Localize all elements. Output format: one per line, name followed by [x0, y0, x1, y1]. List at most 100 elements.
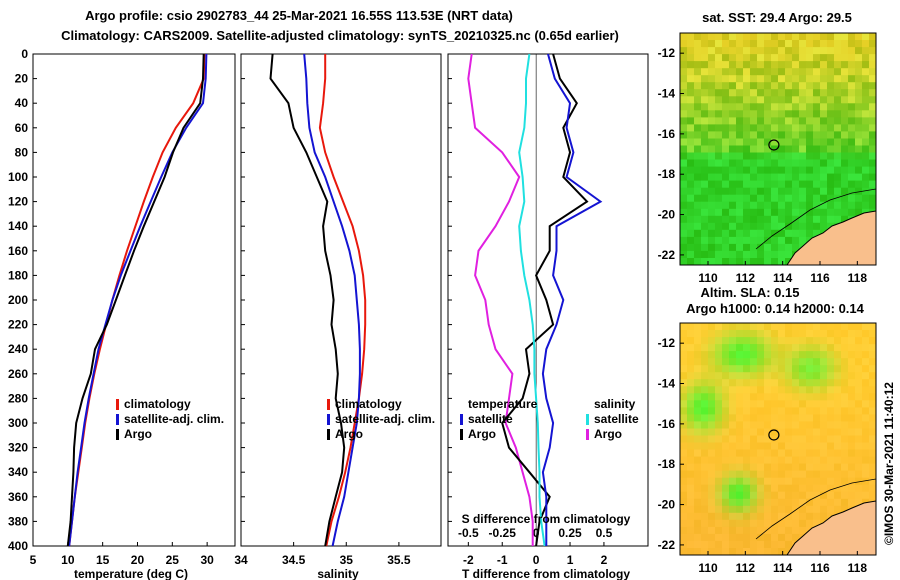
map-cell [701, 548, 709, 555]
lat-tick-label: -20 [658, 208, 676, 222]
map-cell [820, 82, 828, 90]
map-cell [799, 54, 807, 62]
map-cell [680, 236, 688, 245]
map-cell [715, 131, 723, 139]
map-cell [799, 40, 807, 48]
legend-climatology-label: climatology [124, 397, 191, 411]
map-cell [834, 393, 842, 401]
map-cell [722, 215, 730, 224]
map-cell [757, 435, 765, 443]
map-cell [841, 173, 849, 182]
map-cell [729, 372, 737, 380]
map-cell [869, 330, 876, 338]
map-cell [687, 442, 695, 450]
map-cell [792, 463, 800, 472]
map-cell [862, 54, 870, 62]
map-cell [848, 75, 856, 83]
map-cell [680, 379, 688, 387]
map-cell [778, 337, 786, 345]
map-cell [855, 68, 863, 76]
map-cell [736, 463, 744, 472]
map-cell [687, 421, 695, 429]
map-cell [862, 138, 870, 146]
map-cell [750, 386, 758, 394]
map-cell [750, 435, 758, 443]
map-cell [701, 166, 709, 175]
map-cell [757, 110, 765, 118]
map-cell [792, 82, 800, 90]
temperature-panel: 0204060801001201401601802002202402602803… [8, 47, 452, 580]
map-cell [799, 180, 807, 189]
map-cell [792, 222, 800, 231]
map-cell [708, 243, 716, 252]
map-cell [848, 491, 856, 500]
map-cell [785, 40, 793, 48]
map-cell [729, 82, 737, 90]
map-cell [701, 393, 709, 401]
map-cell [708, 442, 716, 450]
map-cell [771, 96, 779, 104]
map-cell [785, 477, 793, 486]
map-cell [722, 138, 730, 146]
map-cell [708, 194, 716, 203]
map-cell [813, 498, 821, 507]
map-cell [757, 548, 765, 555]
map-cell [771, 215, 779, 224]
s-difference-xlabel: S difference from climatology [462, 512, 631, 526]
map-cell [848, 138, 856, 146]
map-cell [785, 386, 793, 394]
map-cell [736, 428, 744, 436]
map-cell [813, 229, 821, 238]
map-cell [722, 145, 730, 153]
map-cell [785, 75, 793, 83]
map-cell [750, 407, 758, 415]
map-cell [736, 40, 744, 48]
map-cell [778, 505, 786, 514]
map-cell [680, 442, 688, 450]
map-cell [792, 54, 800, 62]
map-cell [701, 540, 709, 549]
map-cell [827, 386, 835, 394]
map-cell [771, 491, 779, 500]
map-cell [722, 166, 730, 175]
map-cell [778, 372, 786, 380]
x-tick-label: 1 [567, 553, 574, 567]
map-cell [757, 138, 765, 146]
map-cell [848, 435, 856, 443]
map-cell [862, 323, 870, 331]
map-cell [757, 393, 765, 401]
map-cell [708, 470, 716, 479]
map-cell [687, 526, 695, 535]
map-cell [757, 491, 765, 500]
map-cell [855, 344, 863, 352]
map-cell [694, 379, 702, 387]
map-cell [687, 435, 695, 443]
map-cell [862, 131, 870, 139]
map-cell [834, 456, 842, 465]
map-cell [764, 407, 772, 415]
map-cell [792, 519, 800, 528]
map-cell [687, 166, 695, 175]
map-cell [701, 110, 709, 118]
map-cell [764, 484, 772, 493]
map-cell [813, 138, 821, 146]
map-cell [785, 470, 793, 479]
depth-tick-label: 380 [8, 514, 28, 528]
map-cell [743, 159, 751, 167]
map-cell [701, 519, 709, 528]
map-cell [848, 103, 856, 111]
map-cell [834, 110, 842, 118]
map-cell [764, 75, 772, 83]
map-cell [771, 89, 779, 97]
map-cell [771, 428, 779, 436]
map-cell [862, 407, 870, 415]
map-cell [820, 484, 828, 493]
map-cell [855, 400, 863, 408]
map-cell [750, 393, 758, 401]
map-cell [855, 330, 863, 338]
map-cell [729, 330, 737, 338]
map-cell [701, 250, 709, 259]
map-cell [820, 435, 828, 443]
map-cell [722, 222, 730, 231]
map-cell [743, 173, 751, 182]
